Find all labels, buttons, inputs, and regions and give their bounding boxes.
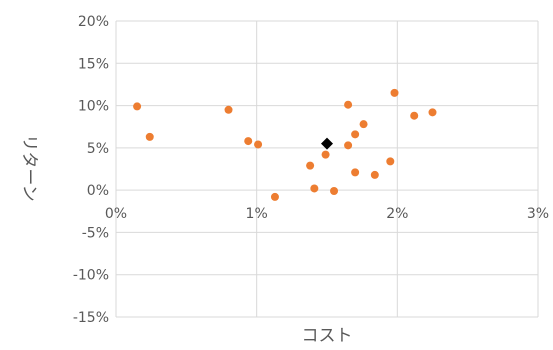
x-tick-label: 2% <box>386 206 408 222</box>
data-point <box>351 168 360 177</box>
x-axis-tick-labels: 0% 1% 2% 3% <box>105 206 549 222</box>
grid-lines <box>115 20 539 318</box>
data-points <box>133 88 437 201</box>
x-tick-label: 0% <box>105 206 127 222</box>
data-point <box>410 111 419 120</box>
y-axis-title: リターン <box>19 134 39 201</box>
data-point <box>390 88 399 97</box>
data-point <box>244 137 253 146</box>
highlight-point <box>321 137 333 150</box>
data-point <box>428 108 437 117</box>
data-point <box>321 150 330 159</box>
y-tick-label: 15% <box>78 56 109 72</box>
y-tick-label: -10% <box>73 268 109 284</box>
x-tick-label: 1% <box>246 206 268 222</box>
data-point <box>370 170 379 179</box>
data-point <box>254 140 263 149</box>
data-point <box>306 161 315 170</box>
data-point <box>351 130 360 139</box>
y-tick-label: 5% <box>87 141 109 157</box>
data-point <box>270 192 279 201</box>
data-point <box>145 132 154 141</box>
data-point <box>224 105 233 114</box>
data-point <box>344 141 353 150</box>
y-tick-label: 20% <box>78 14 109 30</box>
data-point <box>386 157 395 166</box>
y-tick-label: 10% <box>78 99 109 115</box>
y-tick-label: 0% <box>87 183 109 199</box>
data-point <box>133 102 142 111</box>
y-tick-label: -15% <box>73 310 109 326</box>
data-point <box>330 186 339 195</box>
y-tick-label: -5% <box>82 225 109 241</box>
data-point <box>310 184 319 193</box>
x-tick-label: 3% <box>527 206 549 222</box>
x-axis-title: コスト <box>302 326 353 346</box>
data-point <box>359 120 368 129</box>
data-point <box>344 100 353 109</box>
y-axis-tick-labels: 20% 15% 10% 5% 0% -5% -10% -15% <box>73 14 109 326</box>
